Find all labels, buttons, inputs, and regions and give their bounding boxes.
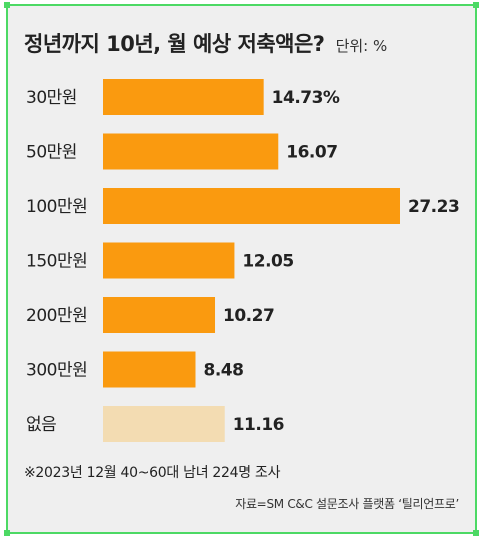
frame-handle [473, 530, 479, 536]
value-label: 8.48 [203, 361, 243, 381]
unit-label: 단위: % [335, 37, 388, 55]
value-label: 12.05 [242, 252, 293, 272]
bar [103, 297, 216, 333]
frame-handle [4, 530, 10, 536]
category-label: 50만원 [26, 143, 77, 163]
frame-handle [4, 2, 10, 8]
category-label: 없음 [26, 415, 56, 435]
category-label: 150만원 [26, 252, 87, 272]
value-label: 14.73% [272, 88, 340, 108]
category-label: 100만원 [26, 197, 87, 217]
chart-title: 정년까지 10년, 월 예상 저축액은? [24, 32, 325, 56]
frame-handle [473, 2, 479, 8]
bar-chart: 30만원 14.73% 50만원 16.07 100만원 27.23 150만원 12.05 2… [26, 79, 460, 442]
category-label: 300만원 [26, 361, 87, 381]
value-label: 10.27 [223, 306, 274, 326]
source-note: 자료=SM C&C 설문조사 플랫폼 ‘틸리언프로’ [235, 497, 459, 511]
bar [103, 242, 235, 279]
bar [103, 79, 264, 115]
bar [103, 133, 279, 170]
value-label: 11.16 [233, 415, 284, 435]
value-label: 27.23 [408, 197, 459, 217]
category-label: 200만원 [26, 306, 87, 326]
category-label: 30만원 [26, 88, 77, 108]
chart-header: 정년까지 10년, 월 예상 저축액은? 단위: % [24, 28, 387, 58]
value-label: 16.07 [286, 143, 337, 163]
bar [103, 351, 196, 388]
bar [103, 188, 400, 224]
footnote: ※2023년 12월 40~60대 남녀 224명 조사 [24, 465, 281, 481]
bar [103, 406, 225, 442]
